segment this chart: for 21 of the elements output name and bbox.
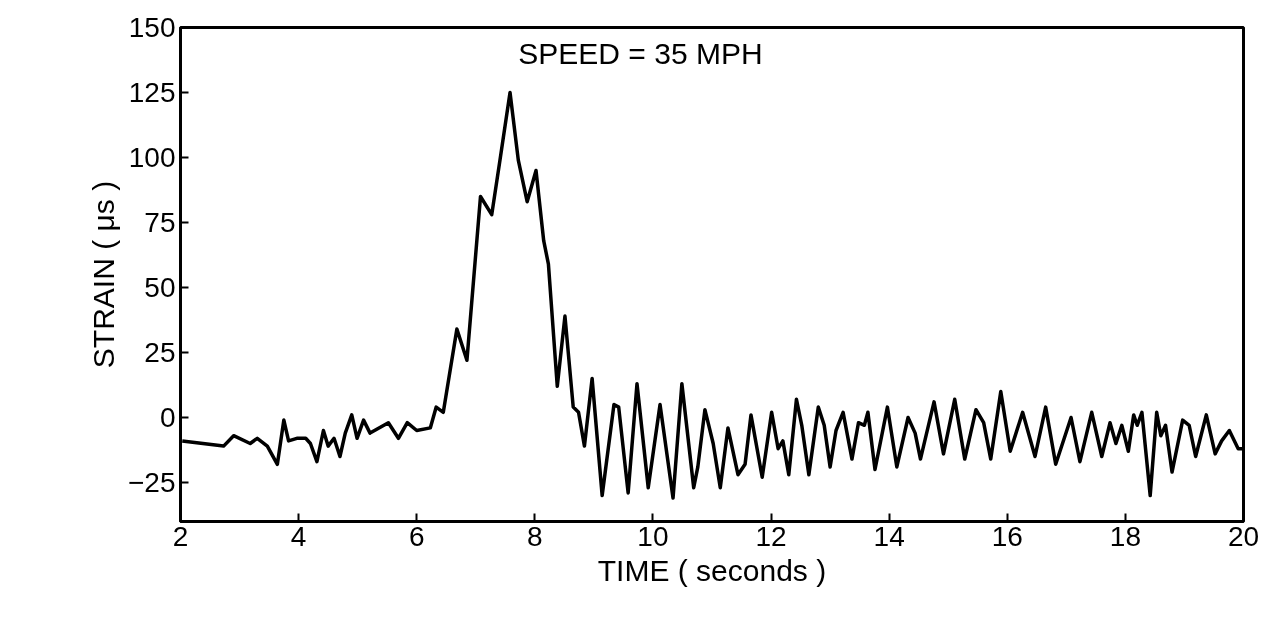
y-axis-title: STRAIN ( μs ) <box>87 180 120 369</box>
x-tick-label: 2 <box>172 520 189 552</box>
x-tick-label: 6 <box>408 520 425 552</box>
y-tick-label: 25 <box>144 337 176 368</box>
x-tick-label: 4 <box>290 520 307 552</box>
annotation: SPEED = 35 MPH <box>518 37 763 70</box>
x-tick-label: 12 <box>755 520 787 552</box>
x-tick-label: 20 <box>1227 520 1260 552</box>
x-tick-label: 18 <box>1109 520 1141 552</box>
x-tick-label: 14 <box>873 520 905 552</box>
y-tick-label: 75 <box>144 207 176 238</box>
y-tick-label: −25 <box>128 467 176 498</box>
y-tick-label: 0 <box>159 402 176 433</box>
y-tick-label: 150 <box>128 12 176 43</box>
y-tick-label: 50 <box>144 272 176 303</box>
y-tick-label: 125 <box>128 77 176 108</box>
x-tick-label: 16 <box>991 520 1023 552</box>
x-tick-label: 10 <box>637 520 669 552</box>
x-axis-title: TIME ( seconds ) <box>597 553 827 587</box>
y-tick-label: 100 <box>128 142 176 173</box>
x-tick-label: 8 <box>527 520 543 552</box>
